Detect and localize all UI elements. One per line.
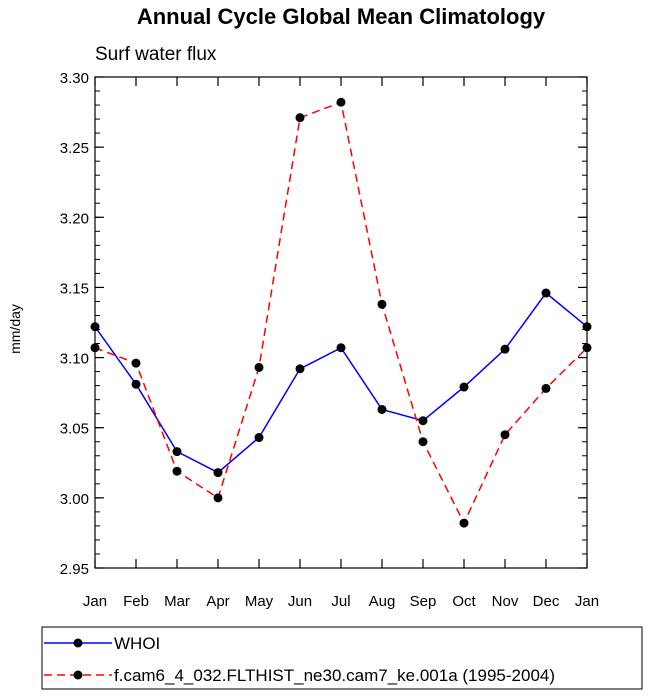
data-point-s1-8 — [418, 437, 428, 447]
y-axis-label: mm/day — [7, 304, 23, 354]
data-point-s0-6 — [336, 343, 346, 353]
minor-ticks — [95, 76, 587, 569]
x-tick-label: Jul — [331, 593, 350, 610]
y-tick-label: 3.25 — [60, 140, 89, 157]
data-point-s1-9 — [459, 518, 469, 528]
chart-subtitle: Surf water flux — [95, 44, 217, 65]
x-tick-label: Feb — [123, 593, 149, 610]
data-point-s1-11 — [541, 383, 551, 393]
data-point-s1-6 — [336, 97, 346, 107]
data-point-s0-11 — [541, 288, 551, 298]
y-tick-labels: 2.95 3.00 3.05 3.10 3.15 3.20 3.25 3.30 — [60, 70, 89, 578]
data-point-s1-2 — [172, 466, 182, 476]
data-point-s1-10 — [500, 430, 510, 440]
x-tick-label: Jun — [288, 593, 312, 610]
x-tick-label: May — [245, 593, 274, 610]
data-point-s0-3 — [213, 468, 223, 478]
legend-label-cam: f.cam6_4_032.FLTHIST_ne30.cam7_ke.001a (… — [114, 666, 555, 685]
data-point-s0-4 — [254, 433, 264, 443]
data-point-s0-1 — [131, 379, 141, 389]
major-ticks — [94, 76, 588, 569]
data-point-s0-9 — [459, 382, 469, 392]
legend-marker-cam — [73, 670, 83, 680]
data-point-s1-1 — [131, 358, 141, 368]
data-point-s0-5 — [295, 364, 305, 374]
x-tick-labels: Jan Feb Mar Apr May Jun Jul Aug Sep Oct Nov Dec Jan — [83, 593, 599, 610]
x-tick-label: Jan — [575, 593, 599, 610]
data-point-s0-8 — [418, 416, 428, 426]
data-point-s1-4 — [254, 362, 264, 372]
series-line-0 — [94, 291, 588, 474]
data-point-s0-2 — [172, 447, 182, 457]
data-point-s1-7 — [377, 299, 387, 309]
x-tick-label: Sep — [410, 593, 437, 610]
x-tick-label: Mar — [164, 593, 190, 610]
y-tick-label: 2.95 — [60, 561, 89, 578]
y-tick-label: 3.20 — [60, 210, 89, 227]
x-tick-label: Apr — [206, 593, 229, 610]
y-tick-label: 3.00 — [60, 491, 89, 508]
data-point-s0-7 — [377, 404, 387, 414]
legend-label-whoi: WHOI — [114, 634, 160, 653]
plot-frame — [94, 76, 588, 569]
legend: WHOI f.cam6_4_032.FLTHIST_ne30.cam7_ke.0… — [41, 626, 643, 690]
x-tick-label: Oct — [452, 593, 476, 610]
y-tick-label: 3.30 — [60, 70, 89, 87]
data-point-s1-3 — [213, 493, 223, 503]
data-point-s1-5 — [295, 113, 305, 123]
chart-title: Annual Cycle Global Mean Climatology — [137, 4, 546, 29]
series-markers — [90, 97, 592, 528]
series-lines — [94, 101, 588, 525]
data-point-s0-10 — [500, 344, 510, 354]
legend-box — [41, 626, 643, 690]
x-tick-label: Jan — [83, 593, 107, 610]
y-tick-label: 3.10 — [60, 351, 89, 368]
x-tick-label: Dec — [533, 593, 560, 610]
x-tick-label: Nov — [492, 593, 519, 610]
series-line-1 — [94, 101, 588, 525]
legend-marker-whoi — [73, 638, 83, 648]
x-tick-label: Aug — [369, 593, 396, 610]
y-tick-label: 3.05 — [60, 421, 89, 438]
y-tick-label: 3.15 — [60, 280, 89, 297]
